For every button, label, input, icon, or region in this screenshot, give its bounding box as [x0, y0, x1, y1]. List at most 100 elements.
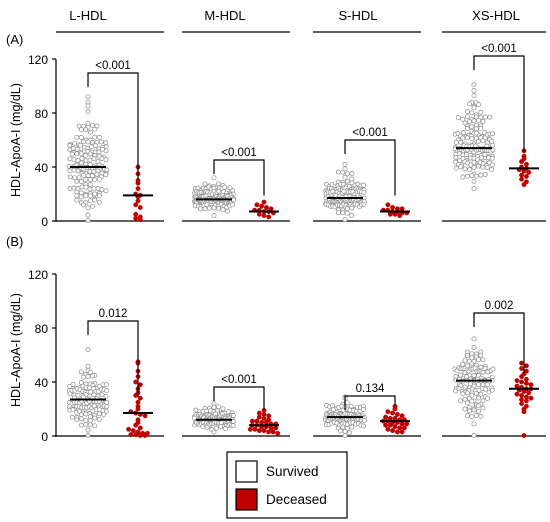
survived-point	[83, 184, 89, 190]
survived-point	[87, 181, 93, 187]
survived-point	[361, 417, 367, 423]
survived-point	[361, 423, 367, 429]
deceased-point	[137, 217, 143, 223]
survived-point	[67, 391, 73, 397]
survived-point	[103, 157, 109, 163]
survived-point	[230, 423, 236, 429]
deceased-point	[133, 215, 139, 221]
p-value-label: 0.002	[485, 300, 514, 312]
survived-point	[340, 424, 346, 430]
survived-point	[456, 386, 462, 392]
survived-point	[85, 139, 91, 145]
survived-point	[469, 124, 475, 130]
survived-point	[78, 142, 84, 148]
deceased-point	[519, 366, 525, 371]
significance-bracket	[213, 159, 265, 196]
deceased-point	[254, 202, 260, 208]
survived-point	[85, 94, 91, 100]
survived-point	[103, 408, 109, 414]
deceased-point	[390, 428, 396, 434]
survived-point	[460, 135, 466, 141]
survived-point	[101, 412, 107, 417]
survived-point	[464, 114, 470, 120]
survived-point	[453, 388, 459, 394]
legend-label-survived: Survived	[266, 464, 319, 479]
legend-swatch-survived	[235, 460, 258, 483]
deceased-point	[261, 428, 267, 434]
survived-point	[478, 155, 484, 161]
survived-point	[489, 166, 495, 172]
survived-point	[103, 144, 109, 150]
survived-point	[103, 172, 109, 178]
panel-a-ytick-40: 40	[35, 161, 49, 175]
survived-point	[67, 143, 73, 148]
deceased-point	[135, 180, 141, 186]
deceased-point	[273, 425, 279, 431]
survived-point	[361, 182, 367, 188]
survived-point	[99, 187, 105, 193]
survived-point	[464, 135, 470, 141]
survived-point	[468, 162, 474, 168]
survived-point	[462, 357, 468, 363]
survived-point	[78, 135, 84, 140]
deceased-point	[133, 202, 139, 208]
deceased-point	[390, 205, 396, 210]
survived-point	[349, 213, 355, 218]
deceased-point	[137, 433, 143, 438]
column-header-m-hdl: M-HDL	[204, 8, 245, 23]
survived-point	[469, 355, 475, 361]
deceased-point	[385, 202, 391, 208]
deceased-point	[514, 378, 520, 384]
deceased-point	[385, 426, 391, 432]
survived-point	[104, 404, 110, 409]
deceased-point	[126, 426, 132, 432]
panel-a-ytick-80: 80	[35, 107, 49, 121]
survived-point	[92, 143, 98, 148]
deceased-point	[256, 414, 262, 420]
deceased-point	[270, 429, 276, 435]
deceased-point	[266, 214, 272, 220]
deceased-point	[133, 379, 139, 385]
survived-point	[347, 430, 352, 436]
survived-point	[104, 388, 110, 394]
survived-point	[485, 369, 490, 375]
panel-b-y-axis-label: HDL-ApoA-I (mg/dL)	[9, 293, 23, 407]
survived-point	[344, 210, 350, 216]
survived-point	[202, 206, 208, 212]
survived-point	[453, 139, 459, 145]
deceased-point	[387, 422, 393, 428]
deceased-point	[385, 409, 391, 415]
survived-point	[225, 208, 230, 214]
survived-point	[480, 118, 486, 124]
survived-point	[211, 175, 217, 181]
survived-point	[92, 134, 98, 140]
deceased-point	[521, 433, 527, 438]
deceased-point	[383, 422, 389, 428]
survived-point	[87, 157, 93, 163]
deceased-point	[254, 418, 260, 424]
deceased-point	[133, 432, 139, 438]
survived-point	[85, 427, 91, 433]
deceased-point	[523, 161, 529, 167]
deceased-point	[397, 425, 403, 431]
significance-bracket	[473, 312, 525, 373]
deceased-point	[387, 211, 393, 217]
survived-point	[83, 176, 89, 182]
deceased-point	[521, 409, 527, 415]
survived-point	[471, 373, 477, 379]
deceased-point	[519, 172, 525, 178]
survived-point	[74, 146, 80, 152]
survived-point	[78, 190, 84, 196]
survived-point	[70, 407, 76, 413]
survived-point	[227, 185, 233, 191]
survived-point	[349, 171, 355, 176]
p-value-label: <0.001	[95, 60, 131, 72]
survived-point	[490, 366, 496, 372]
deceased-point	[519, 176, 525, 182]
column-headers: L-HDL M-HDL S-HDL XS-HDL	[56, 8, 546, 33]
survived-point	[85, 374, 91, 379]
deceased-point	[256, 410, 262, 416]
survived-point	[464, 109, 470, 115]
survived-point	[490, 142, 496, 148]
